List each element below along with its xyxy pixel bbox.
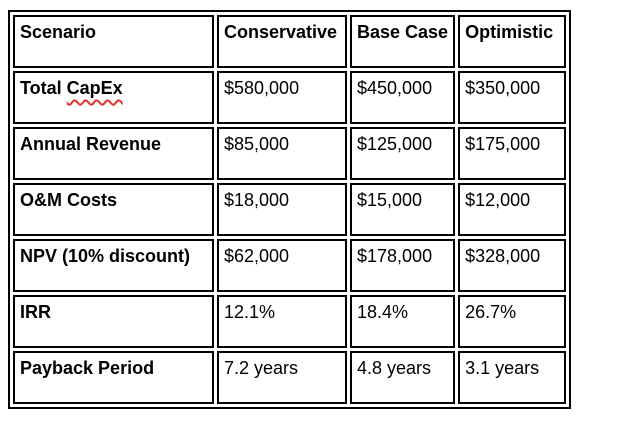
cell-o-m-costs-base-case[interactable]: $15,000 bbox=[350, 183, 456, 236]
cell-annual-revenue-base-case[interactable]: $125,000 bbox=[350, 127, 456, 180]
cell-payback-period-base-case[interactable]: 4.8 years bbox=[350, 351, 456, 404]
row-header-annual-revenue[interactable]: Annual Revenue bbox=[13, 127, 214, 180]
table-row-annual-revenue: Annual Revenue $85,000 $125,000 $175,000 bbox=[13, 127, 567, 180]
column-header-scenario[interactable]: Scenario bbox=[13, 15, 214, 68]
column-header-optimistic[interactable]: Optimistic bbox=[458, 15, 567, 68]
row-header-npv-10-discount[interactable]: NPV (10% discount) bbox=[13, 239, 214, 292]
table-row-irr: IRR 12.1% 18.4% 26.7% bbox=[13, 295, 567, 348]
row-label-text: O&M Costs bbox=[20, 190, 118, 210]
cell-total-capex-base-case[interactable]: $450,000 bbox=[350, 71, 456, 124]
document-surface: Scenario Conservative Base Case Optimist… bbox=[8, 10, 572, 409]
cell-irr-optimistic[interactable]: 26.7% bbox=[458, 295, 567, 348]
cell-irr-base-case[interactable]: 18.4% bbox=[350, 295, 456, 348]
row-label-text: IRR bbox=[20, 302, 51, 322]
column-header-conservative[interactable]: Conservative bbox=[217, 15, 347, 68]
row-label-text: Annual Revenue bbox=[20, 134, 162, 154]
scenario-comparison-table: Scenario Conservative Base Case Optimist… bbox=[8, 10, 572, 409]
row-header-payback-period[interactable]: Payback Period bbox=[13, 351, 214, 404]
header-row: Scenario Conservative Base Case Optimist… bbox=[13, 15, 567, 68]
table-row-total-capex: Total CapEx $580,000 $450,000 $350,000 bbox=[13, 71, 567, 124]
table-row-npv-10-discount: NPV (10% discount) $62,000 $178,000 $328,00… bbox=[13, 239, 567, 292]
row-label-text: Total bbox=[20, 78, 67, 98]
cell-o-m-costs-optimistic[interactable]: $12,000 bbox=[458, 183, 567, 236]
cell-payback-period-optimistic[interactable]: 3.1 years bbox=[458, 351, 567, 404]
misspelled-word: CapEx bbox=[66, 78, 123, 98]
cell-annual-revenue-optimistic[interactable]: $175,000 bbox=[458, 127, 567, 180]
table-header: Scenario Conservative Base Case Optimist… bbox=[13, 15, 567, 68]
row-header-o-m-costs[interactable]: O&M Costs bbox=[13, 183, 214, 236]
table-row-payback-period: Payback Period 7.2 years 4.8 years 3.1 year… bbox=[13, 351, 567, 404]
row-header-total-capex[interactable]: Total CapEx bbox=[13, 71, 214, 124]
row-label-text: NPV (10% discount) bbox=[20, 246, 191, 266]
column-header-base-case[interactable]: Base Case bbox=[350, 15, 456, 68]
cell-npv-10-discount-optimistic[interactable]: $328,000 bbox=[458, 239, 567, 292]
cell-payback-period-conservative[interactable]: 7.2 years bbox=[217, 351, 347, 404]
cell-total-capex-optimistic[interactable]: $350,000 bbox=[458, 71, 567, 124]
cell-annual-revenue-conservative[interactable]: $85,000 bbox=[217, 127, 347, 180]
cell-total-capex-conservative[interactable]: $580,000 bbox=[217, 71, 347, 124]
cell-npv-10-discount-base-case[interactable]: $178,000 bbox=[350, 239, 456, 292]
table-row-o-m-costs: O&M Costs $18,000 $15,000 $12,000 bbox=[13, 183, 567, 236]
cell-o-m-costs-conservative[interactable]: $18,000 bbox=[217, 183, 347, 236]
table-body: Total CapEx $580,000 $450,000 $350,000 Annua… bbox=[13, 71, 567, 404]
row-label-text: Payback Period bbox=[20, 358, 155, 378]
cell-npv-10-discount-conservative[interactable]: $62,000 bbox=[217, 239, 347, 292]
row-header-irr[interactable]: IRR bbox=[13, 295, 214, 348]
cell-irr-conservative[interactable]: 12.1% bbox=[217, 295, 347, 348]
